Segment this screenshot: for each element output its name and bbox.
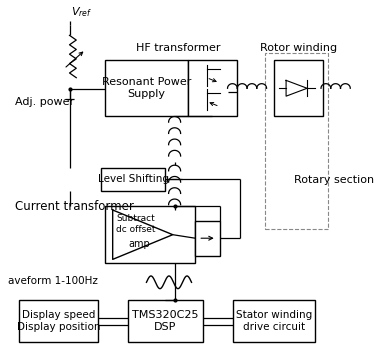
Text: Rotary section: Rotary section	[294, 175, 374, 185]
Text: Subtract
dc offset: Subtract dc offset	[116, 215, 155, 234]
FancyBboxPatch shape	[105, 60, 188, 117]
FancyBboxPatch shape	[128, 300, 203, 342]
FancyBboxPatch shape	[233, 300, 315, 342]
Text: TMS320C25
DSP: TMS320C25 DSP	[132, 310, 198, 332]
Text: Current transformer: Current transformer	[15, 200, 134, 213]
FancyBboxPatch shape	[274, 60, 323, 117]
Text: amp: amp	[129, 239, 151, 248]
Text: HF transformer: HF transformer	[136, 43, 221, 53]
FancyBboxPatch shape	[105, 207, 195, 263]
Text: aveform 1-100Hz: aveform 1-100Hz	[8, 275, 97, 285]
FancyBboxPatch shape	[195, 221, 220, 256]
FancyBboxPatch shape	[188, 60, 237, 117]
FancyBboxPatch shape	[19, 300, 98, 342]
Text: Adj. power: Adj. power	[15, 98, 74, 107]
Text: Resonant Power
Supply: Resonant Power Supply	[102, 77, 191, 99]
Text: $V_{ref}$: $V_{ref}$	[71, 6, 93, 19]
FancyBboxPatch shape	[101, 168, 165, 190]
Text: Level Shifting: Level Shifting	[98, 174, 169, 184]
Text: Stator winding
drive circuit: Stator winding drive circuit	[236, 310, 312, 332]
Text: Rotor winding: Rotor winding	[260, 43, 337, 53]
Text: Display speed
Display position: Display speed Display position	[16, 310, 100, 332]
